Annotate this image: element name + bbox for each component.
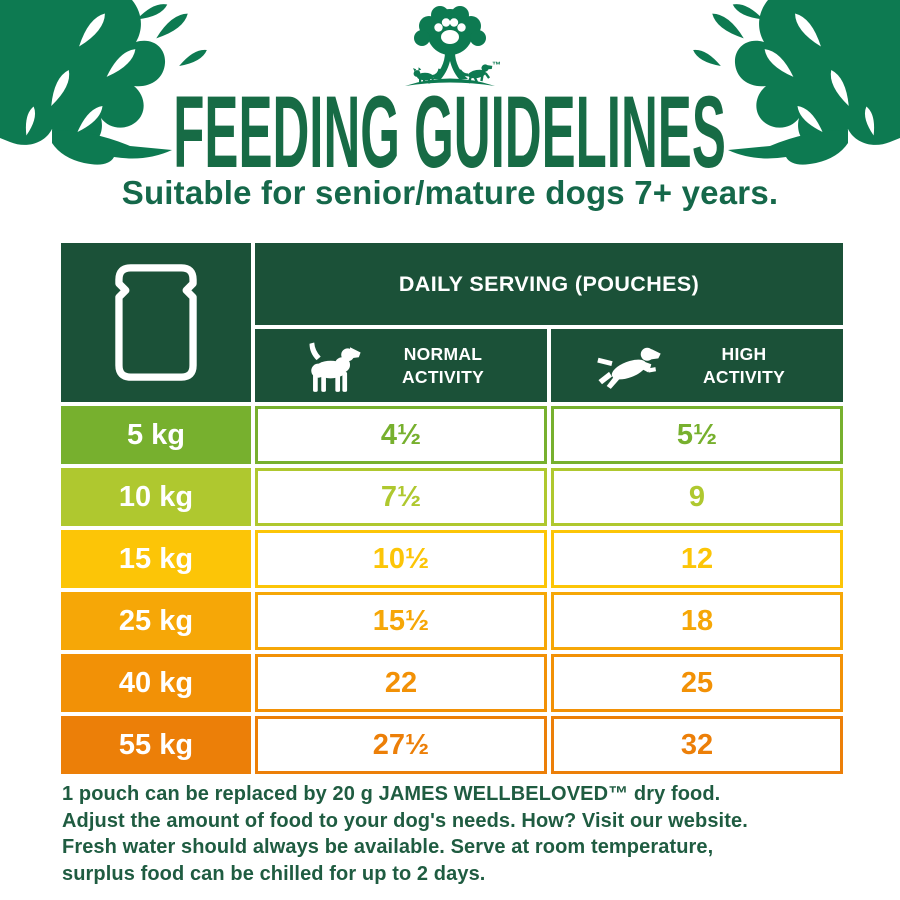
footer-line: Fresh water should always be available. … [62, 836, 714, 858]
weight-label: 5 kg [61, 406, 251, 464]
footer-notes: 1 pouch can be replaced by 20 g JAMES WE… [62, 781, 748, 887]
normal-serving-value: 4½ [255, 406, 547, 464]
footer-line: surplus food can be chilled for up to 2 … [62, 862, 486, 885]
weight-label: 15 kg [61, 530, 251, 588]
normal-serving-value: 10½ [255, 530, 547, 588]
normal-activity-header: NORMAL ACTIVITY [255, 329, 547, 402]
normal-serving-value: 27½ [255, 716, 547, 774]
weight-label: 25 kg [61, 592, 251, 650]
high-serving-value: 25 [551, 654, 843, 712]
daily-serving-header: DAILY SERVING (POUCHES) [255, 243, 843, 325]
high-serving-value: 12 [551, 530, 843, 588]
feeding-table: DAILY SERVING (POUCHES) NORMAL ACTIVITY [61, 243, 843, 774]
leaping-dog-icon [597, 347, 661, 389]
normal-serving-value: 22 [255, 654, 547, 712]
high-serving-value: 5½ [551, 406, 843, 464]
high-activity-label: HIGH ACTIVITY [702, 344, 786, 387]
normal-serving-value: 15½ [255, 592, 547, 650]
trademark-symbol: ™ [492, 60, 501, 70]
pouch-header-cell [61, 243, 251, 402]
high-serving-value: 32 [551, 716, 843, 774]
tree-paw-pets-logo-icon: ™ [405, 6, 501, 86]
high-activity-header: HIGH ACTIVITY [551, 329, 843, 402]
high-serving-value: 9 [551, 468, 843, 526]
footer-line: 1 pouch can be replaced by 20 g JAMES WE… [62, 783, 721, 805]
pouch-outline-icon [115, 264, 197, 381]
footer-line: Adjust the amount of food to your dog's … [62, 809, 748, 832]
leaf-decoration-left-icon [0, 0, 207, 165]
normal-activity-label: NORMAL ACTIVITY [401, 344, 485, 387]
weight-label: 10 kg [61, 468, 251, 526]
weight-label: 55 kg [61, 716, 251, 774]
high-serving-value: 18 [551, 592, 843, 650]
page-title: FEEDING GUIDELINES [173, 75, 727, 189]
leaf-decoration-right-icon [693, 0, 900, 165]
normal-serving-value: 7½ [255, 468, 547, 526]
standing-dog-icon [309, 342, 361, 392]
brand-logo: ™ [394, 6, 506, 94]
subtitle: Suitable for senior/mature dogs 7+ years… [121, 174, 779, 211]
weight-label: 40 kg [61, 654, 251, 712]
